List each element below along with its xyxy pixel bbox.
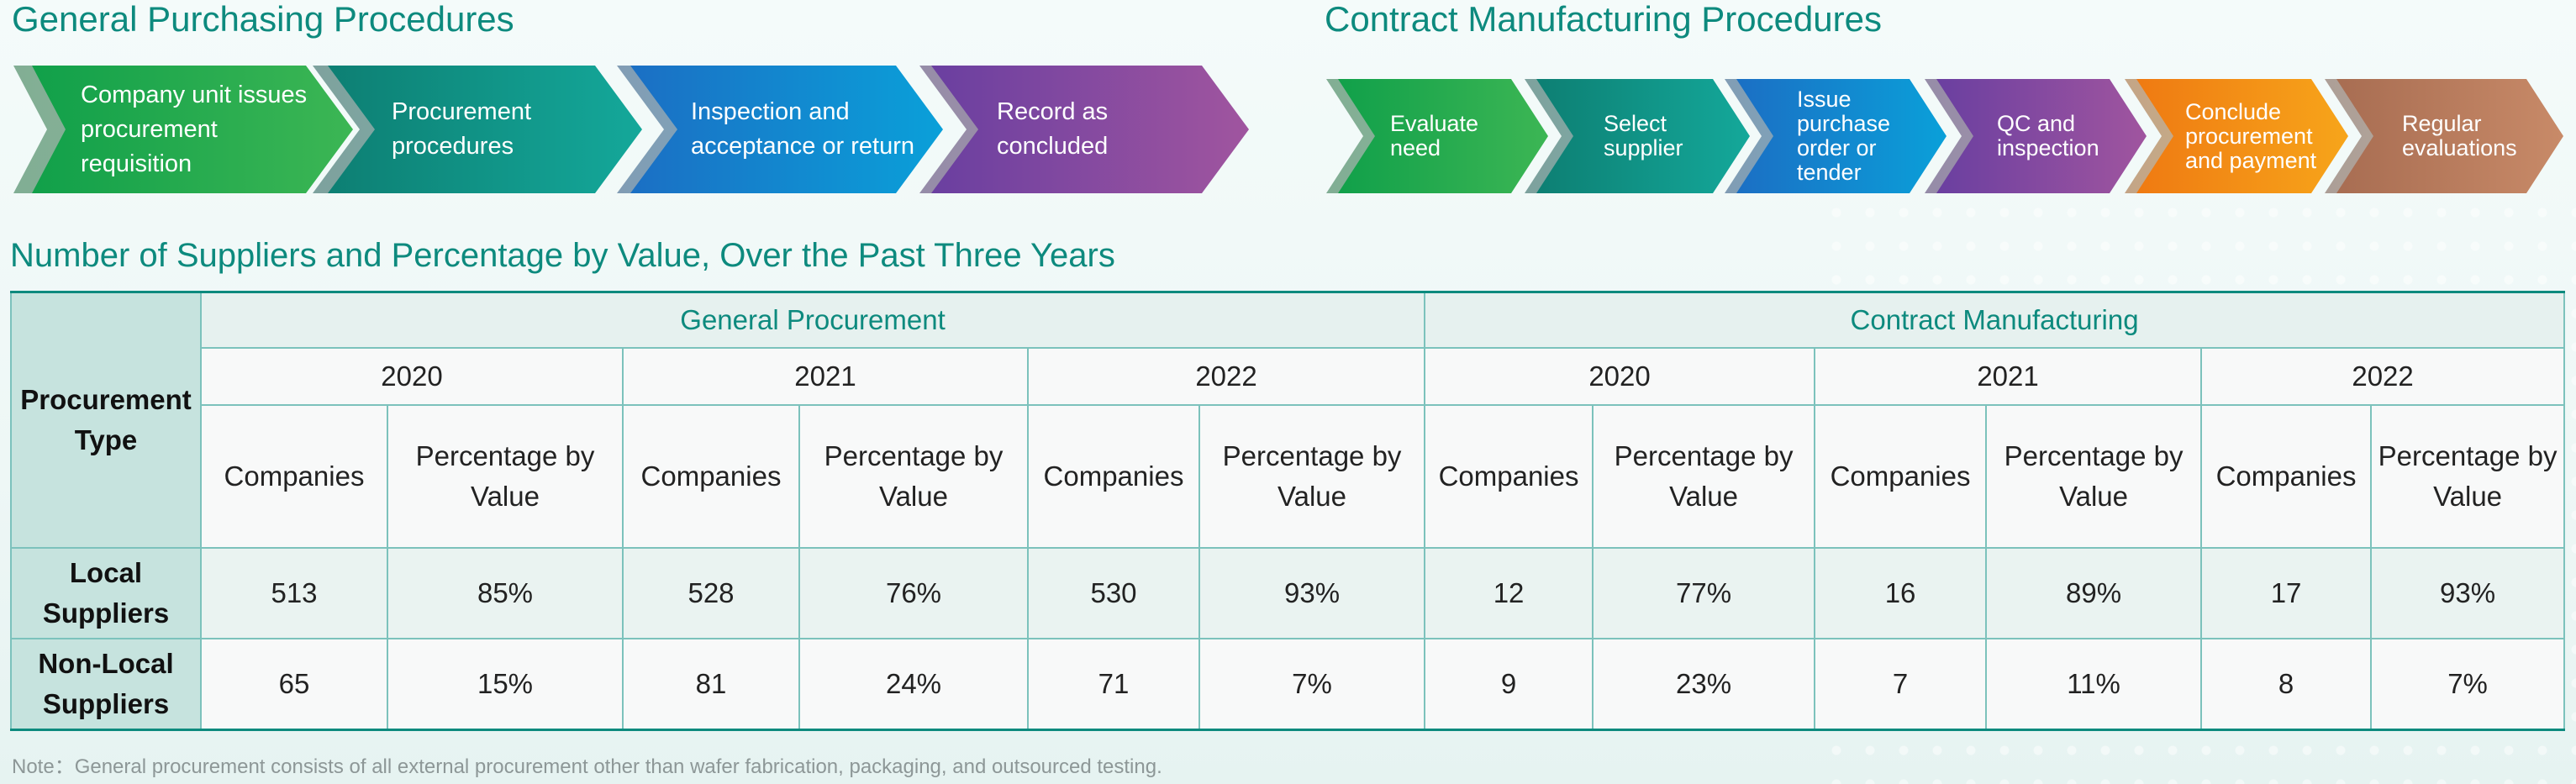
flow-step-1-label: Evaluate need — [1390, 111, 1479, 160]
table-cell: 8 — [2200, 638, 2373, 731]
column-header-percentage: Percentage by Value — [798, 403, 1029, 550]
year-header: 2021 — [622, 346, 1029, 406]
flow-step-2-label: Select supplier — [1604, 111, 1683, 160]
table-cell: 11% — [1985, 638, 2203, 731]
column-header-percentage: Percentage by Value — [2370, 403, 2566, 550]
flow-step-2-label: Procurement procedures — [392, 98, 532, 160]
table-cell: 16 — [1814, 547, 1988, 640]
year-header: 2021 — [1814, 346, 2203, 406]
flow-step-1 — [32, 66, 353, 193]
flow-step-4-label: QC and inspection — [1997, 111, 2099, 160]
column-header-companies: Companies — [622, 403, 800, 550]
row-header-local: Local Suppliers — [10, 547, 202, 640]
table-cell: 24% — [798, 638, 1029, 731]
year-header: 2020 — [1424, 346, 1816, 406]
table-cell: 530 — [1027, 547, 1200, 640]
table-cell: 513 — [200, 547, 388, 640]
table-cell: 7% — [2370, 638, 2566, 731]
column-header-percentage: Percentage by Value — [1592, 403, 1816, 550]
table-cell: 89% — [1985, 547, 2203, 640]
suppliers-table: Procurement Type General Procurement Con… — [10, 291, 2566, 731]
table-title: Number of Suppliers and Percentage by Va… — [10, 237, 1115, 274]
table-cell: 7% — [1198, 638, 1426, 731]
table-cell: 85% — [387, 547, 624, 640]
table-cell: 71 — [1027, 638, 1200, 731]
flow-step-3 — [630, 66, 943, 193]
table-cell: 17 — [2200, 547, 2373, 640]
table-cell: 81 — [622, 638, 800, 731]
table-cell: 93% — [1198, 547, 1426, 640]
column-header-companies: Companies — [200, 403, 388, 550]
contract-manufacturing-title: Contract Manufacturing Procedures — [1325, 0, 1882, 39]
contract-manufacturing-flow: Evaluate need Select supplier Issue purc… — [1326, 79, 2563, 193]
column-header-companies: Companies — [1027, 403, 1200, 550]
table-cell: 23% — [1592, 638, 1816, 731]
flow-step-4 — [931, 66, 1249, 193]
flow-step-3-label: Issue purchase order or tender — [1797, 87, 1891, 185]
flow-step-2 — [328, 66, 642, 193]
table-cell: 7 — [1814, 638, 1988, 731]
table-cell: 76% — [798, 547, 1029, 640]
table-cell: 12 — [1424, 547, 1594, 640]
footnote: Note：General procurement consists of all… — [12, 755, 1162, 778]
group-header-general: General Procurement — [199, 291, 1426, 349]
general-purchasing-title: General Purchasing Procedures — [12, 0, 514, 39]
table-cell: 65 — [200, 638, 388, 731]
row-header-non-local: Non-Local Suppliers — [10, 638, 202, 731]
column-header-companies: Companies — [1814, 403, 1988, 550]
column-header-percentage: Percentage by Value — [1198, 403, 1426, 550]
table-row: Local Suppliers 513 85% 528 76% 530 93% … — [10, 547, 2566, 640]
table-cell: 528 — [622, 547, 800, 640]
column-header-percentage: Percentage by Value — [1985, 403, 2203, 550]
flow-step-4-label: Record as concluded — [997, 98, 1109, 160]
table-row: Non-Local Suppliers 65 15% 81 24% 71 7% … — [10, 638, 2566, 731]
column-header-percentage: Percentage by Value — [387, 403, 624, 550]
year-header: 2020 — [200, 346, 624, 406]
flow-step-1-label: Company unit issues procurement requisit… — [81, 81, 308, 177]
flow-step-5-label: Conclude procurement and payment — [2185, 98, 2317, 173]
flow-step-3-label: Inspection and acceptance or return — [691, 98, 914, 160]
table-cell: 77% — [1592, 547, 1816, 640]
column-header-companies: Companies — [2200, 403, 2373, 550]
general-purchasing-flow: Company unit issues procurement requisit… — [13, 66, 1249, 193]
column-header-companies: Companies — [1424, 403, 1594, 550]
table-cell: 93% — [2370, 547, 2566, 640]
year-header: 2022 — [1026, 346, 1426, 406]
flow-step-6 — [2336, 79, 2563, 193]
table-cell: 9 — [1424, 638, 1594, 731]
year-header: 2022 — [2200, 346, 2566, 406]
table-cell: 15% — [387, 638, 624, 731]
flow-step-6-label: Regular evaluations — [2402, 111, 2517, 160]
procurement-type-header: Procurement Type — [10, 291, 202, 550]
group-header-contract: Contract Manufacturing — [1424, 291, 2566, 349]
